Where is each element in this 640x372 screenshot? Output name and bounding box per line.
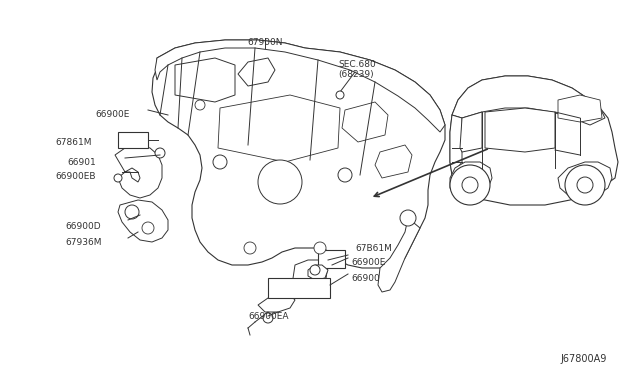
Circle shape [263, 313, 273, 323]
Circle shape [155, 148, 165, 158]
Polygon shape [450, 162, 492, 198]
Text: J67800A9: J67800A9 [560, 354, 606, 364]
Circle shape [258, 160, 302, 204]
Polygon shape [318, 250, 345, 268]
Text: SEC.680: SEC.680 [338, 60, 376, 69]
Text: 66900: 66900 [351, 274, 380, 283]
Circle shape [336, 91, 344, 99]
Text: 66900EA: 66900EA [248, 312, 289, 321]
Text: (68239): (68239) [338, 70, 374, 79]
Circle shape [400, 210, 416, 226]
Polygon shape [378, 218, 420, 292]
Circle shape [213, 155, 227, 169]
Polygon shape [115, 145, 162, 198]
Circle shape [577, 177, 593, 193]
Polygon shape [485, 108, 555, 152]
Polygon shape [450, 115, 462, 175]
Polygon shape [375, 145, 412, 178]
Circle shape [314, 242, 326, 254]
Polygon shape [450, 76, 618, 205]
Polygon shape [558, 162, 612, 198]
Polygon shape [175, 58, 235, 102]
Polygon shape [460, 112, 482, 152]
Circle shape [462, 177, 478, 193]
Polygon shape [558, 95, 602, 122]
Circle shape [195, 100, 205, 110]
Circle shape [114, 174, 122, 182]
Polygon shape [218, 95, 340, 162]
Polygon shape [452, 76, 605, 125]
Text: 67861M: 67861M [55, 138, 92, 147]
Polygon shape [118, 200, 168, 242]
Text: 67900N: 67900N [247, 38, 282, 47]
Circle shape [125, 205, 139, 219]
Polygon shape [308, 265, 328, 280]
Circle shape [450, 165, 490, 205]
Polygon shape [152, 40, 445, 268]
Circle shape [565, 165, 605, 205]
Polygon shape [118, 132, 148, 148]
Text: 66900D: 66900D [65, 222, 100, 231]
Circle shape [310, 265, 320, 275]
Circle shape [142, 222, 154, 234]
Text: 66900E: 66900E [95, 110, 129, 119]
Text: 66900EB: 66900EB [55, 172, 95, 181]
Polygon shape [155, 40, 445, 132]
Polygon shape [342, 102, 388, 142]
Circle shape [338, 168, 352, 182]
Polygon shape [292, 260, 328, 298]
Polygon shape [258, 295, 295, 312]
Text: 66901: 66901 [67, 158, 96, 167]
Circle shape [244, 242, 256, 254]
Text: 67B61M: 67B61M [355, 244, 392, 253]
Polygon shape [238, 58, 275, 86]
Text: 67936M: 67936M [65, 238, 102, 247]
Text: 66900E: 66900E [351, 258, 385, 267]
Polygon shape [268, 278, 330, 298]
